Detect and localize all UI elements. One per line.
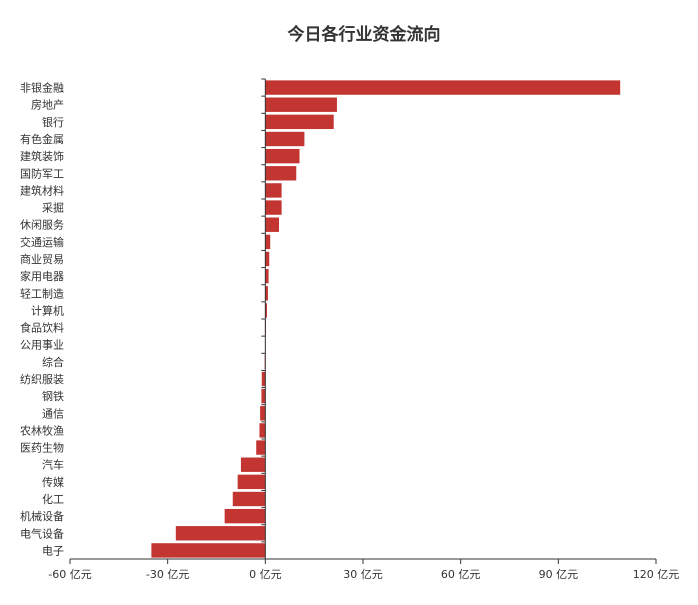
bar [265,166,297,181]
x-tick-label: 120 亿元 [633,568,680,581]
category-label: 商业贸易 [20,252,64,266]
bar [256,440,266,455]
category-label: 有色金属 [20,132,64,146]
bar [175,526,266,541]
bar [265,148,300,164]
bar [265,200,282,215]
category-label: 轻工制造 [20,286,64,300]
bar [232,491,266,507]
category-label: 计算机 [31,303,64,317]
category-label: 建筑材料 [20,183,64,197]
bar [265,97,337,112]
category-label: 汽车 [42,458,64,472]
bar [151,543,266,558]
category-label: 采掘 [42,201,64,215]
bar [265,303,267,318]
x-tick-label: -60 亿元 [48,568,91,581]
chart-title: 今日各行业资金流向 [288,24,441,45]
bar [224,508,266,524]
bar [265,114,334,130]
x-tick-label: 0 亿元 [249,568,282,581]
bars-group [151,80,621,558]
category-label: 食品饮料 [20,321,64,335]
category-label: 交通运输 [20,235,64,249]
bar [265,251,270,267]
category-label: 医药生物 [20,441,64,455]
category-label: 电气设备 [20,526,64,540]
x-tick-label: 90 亿元 [539,568,579,581]
category-label: 电子 [42,544,64,557]
category-label: 银行 [42,115,64,129]
bar [265,268,269,284]
bar [261,371,266,387]
category-label: 综合 [42,355,64,369]
category-label: 纺织服装 [20,372,64,386]
x-tick-label: -30 亿元 [146,568,189,581]
bar [265,286,268,301]
x-tick-label: 30 亿元 [343,568,383,581]
bar [260,406,266,421]
category-label: 化工 [42,492,64,506]
category-label: 公用事业 [20,339,64,352]
bar [265,80,621,95]
category-label: 休闲服务 [20,218,64,232]
bar [240,457,266,472]
axes-group [69,78,657,564]
category-label: 房地产 [31,98,64,112]
bar [261,388,266,404]
bar [265,217,279,232]
category-label: 农林牧渔 [20,423,64,437]
category-label: 传媒 [42,476,64,489]
tick-labels: -60 亿元 -30 亿元 0 亿元 30 亿元 60 亿元 90 亿元 120 亿元 [48,568,679,581]
bar [265,234,271,250]
category-label: 家用电器 [20,269,64,283]
category-labels: 非银金融房地产银行有色金属建筑装饰国防军工建筑材料采掘休闲服务交通运输商业贸易家… [20,81,64,558]
bar [237,474,266,490]
category-label: 通信 [42,407,64,420]
bar [265,131,305,147]
bar [259,423,266,438]
x-tick-label: 60 亿元 [441,568,481,581]
category-label: 建筑装饰 [20,149,64,163]
category-label: 机械设备 [20,509,64,523]
category-label: 国防军工 [20,166,64,180]
category-label: 钢铁 [42,390,64,403]
bar [265,183,282,198]
category-label: 非银金融 [20,81,64,95]
